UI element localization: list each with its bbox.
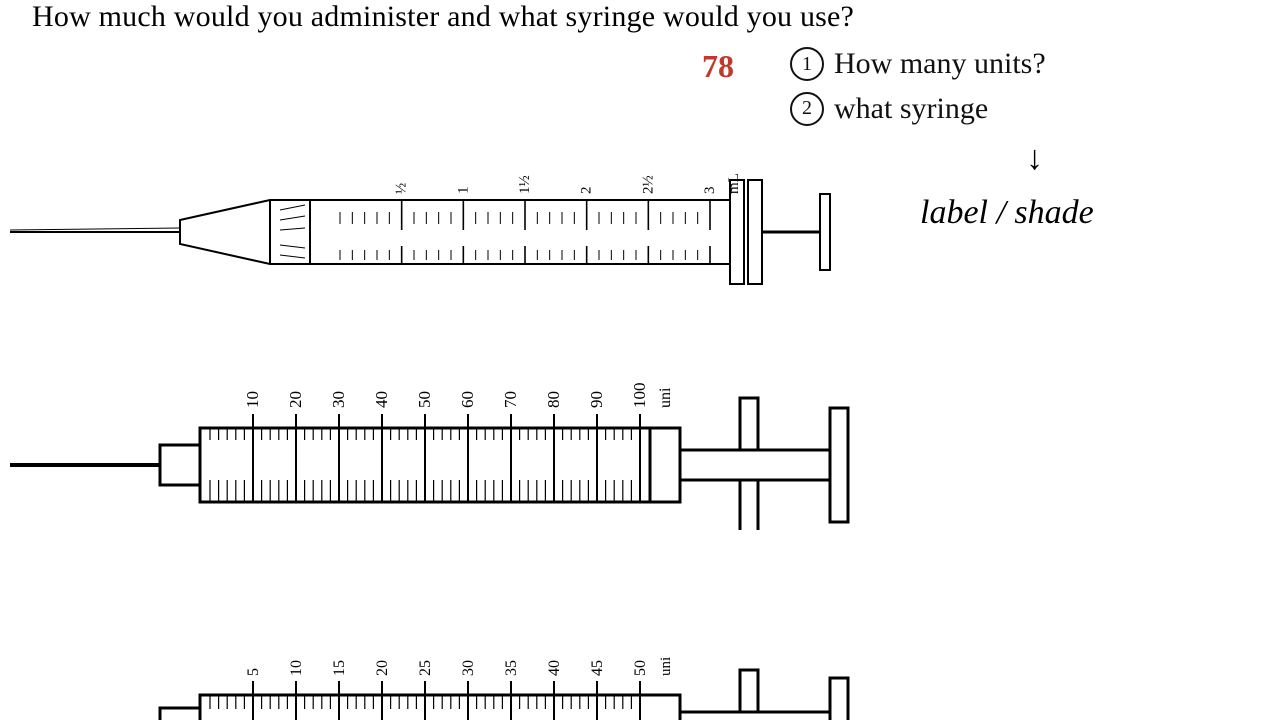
syringe-3ml: ½ 1 1½ 2 2½ 3 mL: [10, 150, 860, 300]
svg-text:30: 30: [460, 660, 477, 676]
handwritten-label-shade: label / shade: [920, 194, 1094, 232]
syringe-50unit: 5 10 15 20 25 30 35 40 45 50 uni: [10, 600, 910, 720]
svg-text:15: 15: [331, 660, 348, 676]
svg-text:90: 90: [587, 391, 606, 408]
svg-text:½: ½: [394, 183, 410, 194]
svg-text:20: 20: [374, 660, 391, 676]
svg-text:uni: uni: [658, 657, 674, 676]
svg-text:1½: 1½: [517, 175, 533, 194]
svg-text:2: 2: [579, 187, 595, 195]
syringe-100unit: 10 20 30 40 50 60 70 80 90 100 uni: [10, 350, 910, 530]
svg-text:uni: uni: [657, 387, 674, 408]
svg-text:80: 80: [544, 391, 563, 408]
handwritten-notes: 1 How many units? 2 what syringe: [790, 44, 1046, 133]
handwritten-mark-78: 78: [702, 48, 734, 85]
circled-1: 1: [790, 47, 824, 81]
svg-text:3: 3: [702, 187, 718, 195]
svg-text:40: 40: [372, 391, 391, 408]
svg-text:25: 25: [417, 660, 434, 676]
svg-text:mL: mL: [726, 173, 742, 194]
svg-text:50: 50: [415, 391, 434, 408]
question-text: How much would you administer and what s…: [32, 0, 854, 34]
svg-text:50: 50: [632, 660, 649, 676]
svg-text:100: 100: [630, 383, 649, 409]
circled-2: 2: [790, 92, 824, 126]
note-line-1: How many units?: [834, 44, 1046, 85]
svg-text:2½: 2½: [640, 175, 656, 194]
svg-text:70: 70: [501, 391, 520, 408]
svg-text:10: 10: [243, 391, 262, 408]
svg-text:35: 35: [503, 660, 520, 676]
svg-text:1: 1: [455, 187, 471, 195]
note-line-2: what syringe: [834, 89, 988, 130]
svg-text:20: 20: [286, 391, 305, 408]
svg-text:10: 10: [288, 660, 305, 676]
svg-text:45: 45: [589, 660, 606, 676]
svg-text:30: 30: [329, 391, 348, 408]
svg-text:5: 5: [245, 668, 262, 676]
svg-text:40: 40: [546, 660, 563, 676]
handwritten-arrow: ↓: [1026, 140, 1043, 178]
svg-text:60: 60: [458, 391, 477, 408]
